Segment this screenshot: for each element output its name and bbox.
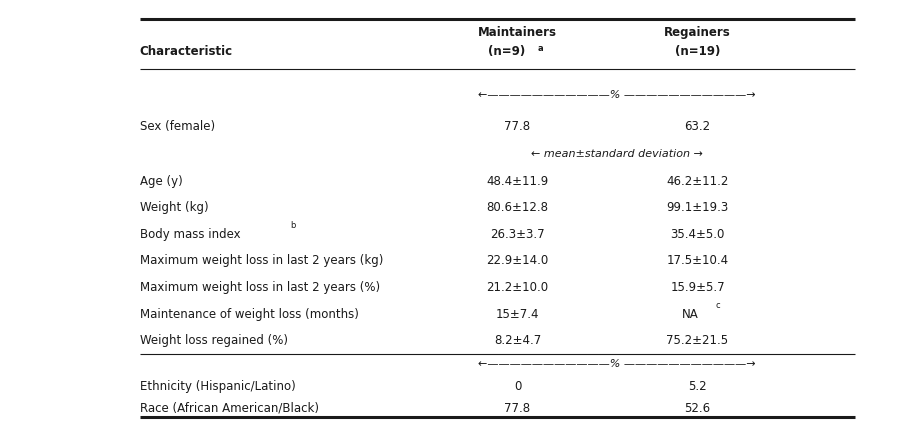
Text: Sex (female): Sex (female) — [140, 120, 214, 133]
Text: b: b — [291, 221, 296, 230]
Text: Regainers: Regainers — [664, 26, 731, 39]
Text: 5.2: 5.2 — [688, 381, 706, 393]
Text: 17.5±10.4: 17.5±10.4 — [666, 254, 729, 267]
Text: 0: 0 — [514, 381, 521, 393]
Text: Maximum weight loss in last 2 years (kg): Maximum weight loss in last 2 years (kg) — [140, 254, 382, 267]
Text: 52.6: 52.6 — [684, 402, 711, 415]
Text: 99.1±19.3: 99.1±19.3 — [666, 201, 729, 214]
Text: 8.2±4.7: 8.2±4.7 — [494, 334, 541, 347]
Text: 22.9±14.0: 22.9±14.0 — [486, 254, 549, 267]
Text: 63.2: 63.2 — [684, 120, 711, 133]
Text: 77.8: 77.8 — [504, 120, 531, 133]
Text: Maximum weight loss in last 2 years (%): Maximum weight loss in last 2 years (%) — [140, 281, 380, 294]
Text: (n=19): (n=19) — [675, 45, 720, 57]
Text: Body mass index: Body mass index — [140, 228, 240, 241]
Text: Weight (kg): Weight (kg) — [140, 201, 208, 214]
Text: 21.2±10.0: 21.2±10.0 — [486, 281, 549, 294]
Text: ← mean±standard deviation →: ← mean±standard deviation → — [531, 149, 702, 160]
Text: 48.4±11.9: 48.4±11.9 — [486, 175, 549, 187]
Text: Maintainers: Maintainers — [478, 26, 557, 39]
Text: (n=9): (n=9) — [488, 45, 526, 57]
Text: ←———————————% ———————————→: ←———————————% ———————————→ — [478, 359, 755, 369]
Text: 35.4±5.0: 35.4±5.0 — [670, 228, 724, 241]
Text: Weight loss regained (%): Weight loss regained (%) — [140, 334, 287, 347]
Text: Age (y): Age (y) — [140, 175, 182, 187]
Text: Race (African American/Black): Race (African American/Black) — [140, 402, 319, 415]
Text: 77.8: 77.8 — [504, 402, 531, 415]
Text: c: c — [716, 301, 720, 310]
Text: a: a — [537, 44, 543, 53]
Text: 75.2±21.5: 75.2±21.5 — [666, 334, 729, 347]
Text: 15±7.4: 15±7.4 — [496, 308, 539, 320]
Text: Characteristic: Characteristic — [140, 45, 232, 57]
Text: 26.3±3.7: 26.3±3.7 — [491, 228, 544, 241]
Text: 46.2±11.2: 46.2±11.2 — [666, 175, 729, 187]
Text: 15.9±5.7: 15.9±5.7 — [670, 281, 724, 294]
Text: Maintenance of weight loss (months): Maintenance of weight loss (months) — [140, 308, 358, 320]
Text: 80.6±12.8: 80.6±12.8 — [487, 201, 548, 214]
Text: NA: NA — [682, 308, 698, 320]
Text: Ethnicity (Hispanic/Latino): Ethnicity (Hispanic/Latino) — [140, 381, 295, 393]
Text: ←———————————% ———————————→: ←———————————% ———————————→ — [478, 90, 755, 100]
